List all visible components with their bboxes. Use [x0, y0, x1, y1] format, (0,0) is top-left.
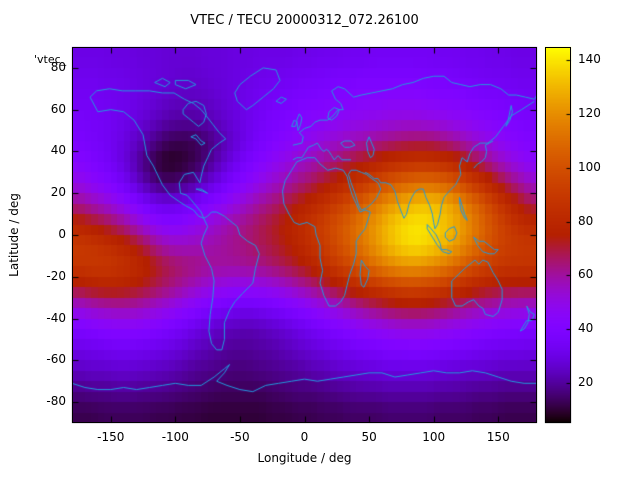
x-axis-title: Longitude / deg — [257, 451, 352, 465]
y-tick-label: 80 — [50, 59, 66, 74]
x-tick-label: 0 — [300, 430, 309, 444]
colorbar-tick-label: 120 — [578, 106, 601, 121]
colorbar-tick-label: 20 — [578, 374, 594, 389]
y-tick-label: 40 — [50, 143, 66, 158]
y-tick-label: 60 — [50, 101, 66, 116]
y-tick-label: 20 — [50, 185, 66, 200]
y-tick-label: -80 — [46, 394, 66, 409]
chart-title: VTEC / TECU 20000312_072.26100 — [190, 13, 419, 28]
colorbar-tick-label: 140 — [578, 52, 601, 67]
x-tick-label: 50 — [361, 430, 377, 444]
legend-key-label: 'vtec_ — [34, 53, 67, 66]
colorbar-tick-label: 40 — [578, 321, 594, 335]
colorbar-tick-label: 60 — [578, 267, 594, 282]
x-tick-label: -50 — [230, 430, 250, 444]
y-tick-label: 0 — [58, 227, 66, 241]
x-tick-label: -100 — [161, 430, 189, 444]
x-tick-label: 150 — [486, 430, 510, 444]
colorbar-tick-label: 100 — [578, 159, 601, 174]
y-tick-label: -40 — [46, 310, 66, 325]
x-tick-label: -150 — [97, 430, 125, 444]
x-tick-label: 100 — [422, 430, 446, 444]
colorbar-tick-label: 80 — [578, 213, 594, 228]
y-tick-label: -20 — [46, 268, 66, 283]
y-tick-label: -60 — [46, 352, 66, 367]
